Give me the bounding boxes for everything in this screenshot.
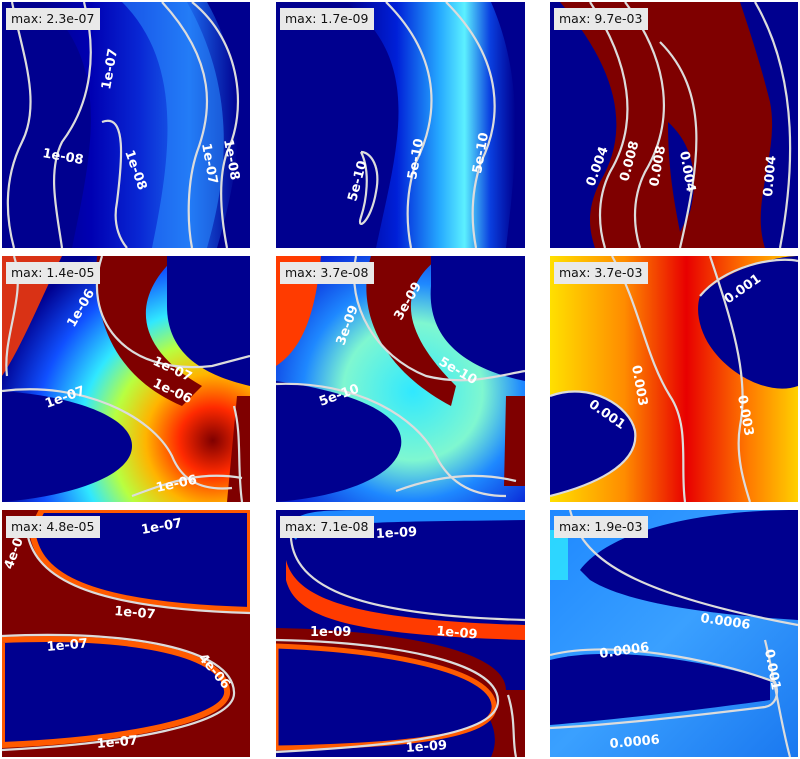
contour-line bbox=[395, 474, 517, 493]
contour-line bbox=[699, 258, 798, 297]
contour-label: 0.0006 bbox=[609, 733, 660, 752]
heatmap-hole bbox=[698, 256, 798, 389]
heatmap-band bbox=[560, 2, 773, 248]
max-value-badge: max: 2.3e-07 bbox=[6, 8, 101, 30]
heatmap-panel-5: 3e-09 3e-09 5e-10 5e-10 max: 3.7e-08 bbox=[276, 256, 525, 502]
heatmap-plot-4: 1e-06 1e-07 1e-06 1e-07 1e-06 bbox=[2, 256, 250, 502]
heatmap-panel-7: 1e-07 4e-06 1e-07 1e-07 4e-06 1e-07 max:… bbox=[2, 510, 250, 757]
max-value-badge: max: 3.7e-08 bbox=[280, 262, 375, 284]
max-value-badge: max: 1.7e-09 bbox=[280, 8, 375, 30]
contour-label: 0.004 bbox=[761, 155, 780, 197]
contour-label: 1e-07 bbox=[46, 636, 89, 655]
heatmap-panel-4: 1e-06 1e-07 1e-06 1e-07 1e-06 max: 1.4e-… bbox=[2, 256, 250, 502]
contour-label: 1e-07 bbox=[99, 47, 121, 90]
contour-label: 1e-09 bbox=[375, 525, 417, 542]
heatmap-hole bbox=[276, 381, 402, 502]
contour-line bbox=[708, 256, 752, 502]
contour-label: 1e-07 bbox=[198, 142, 220, 185]
contour-line bbox=[763, 639, 792, 757]
heatmap-band bbox=[276, 628, 525, 757]
heatmap-panel-8: 1e-09 1e-09 1e-09 1e-09 max: 7.1e-08 bbox=[276, 510, 525, 757]
contour-line bbox=[550, 390, 637, 498]
contour-label: 0.003 bbox=[734, 394, 756, 437]
heatmap-hole bbox=[167, 256, 250, 386]
heatmap-plot-3: 0.004 0.008 0.008 0.004 0.004 bbox=[550, 2, 798, 248]
contour-line bbox=[53, 2, 92, 248]
heatmap-hole bbox=[2, 391, 132, 502]
contour-line bbox=[754, 2, 792, 248]
max-value-badge: max: 9.7e-03 bbox=[554, 8, 649, 30]
heatmap-band bbox=[286, 560, 525, 640]
heatmap-band bbox=[96, 256, 202, 406]
contour-line bbox=[385, 2, 433, 248]
contour-line bbox=[289, 524, 525, 622]
max-value-badge: max: 4.8e-05 bbox=[6, 516, 101, 538]
contour-line bbox=[276, 638, 500, 754]
heatmap-panel-9: 0.0006 0.0006 0.0006 0.001 max: 1.9e-03 bbox=[550, 510, 798, 757]
contour-line bbox=[276, 382, 507, 498]
contour-label: 1e-07 bbox=[96, 733, 139, 752]
heatmap-hole bbox=[668, 122, 694, 232]
contour-line bbox=[589, 2, 629, 248]
heatmap-panel-3: 0.004 0.008 0.008 0.004 0.004 max: 9.7e-… bbox=[550, 2, 798, 248]
contour-line bbox=[2, 633, 236, 752]
contour-line bbox=[2, 388, 233, 490]
contour-line bbox=[6, 2, 32, 248]
heatmap-band bbox=[346, 2, 516, 248]
contour-label: 1e-07 bbox=[140, 516, 183, 538]
contour-line bbox=[358, 150, 379, 225]
heatmap-plot-1: 1e-07 1e-08 1e-08 1e-07 1e-08 bbox=[2, 2, 250, 248]
contour-label: 0.008 bbox=[647, 145, 669, 188]
contour-line bbox=[659, 41, 698, 248]
heatmap-hole bbox=[550, 653, 770, 725]
contour-line bbox=[25, 531, 250, 615]
contour-label: 0.001 bbox=[761, 648, 783, 691]
contour-label: 1e-08 bbox=[220, 138, 242, 181]
heatmap-band bbox=[122, 2, 224, 248]
heatmap-plot-8: 1e-09 1e-09 1e-09 1e-09 bbox=[276, 510, 525, 757]
contour-line bbox=[161, 2, 209, 248]
contour-label: 1e-09 bbox=[436, 624, 479, 643]
contour-label: 1e-08 bbox=[41, 146, 84, 168]
heatmap-plot-5: 3e-09 3e-09 5e-10 5e-10 bbox=[276, 256, 525, 502]
contour-label: 1e-09 bbox=[405, 738, 447, 756]
heatmap-panel-2: 5e-10 5e-10 5e-10 max: 1.7e-09 bbox=[276, 2, 525, 248]
heatmap-plot-2: 5e-10 5e-10 5e-10 bbox=[276, 2, 525, 248]
contour-label: 0.0006 bbox=[699, 611, 751, 633]
contour-line bbox=[445, 2, 496, 248]
heatmap-plot-7: 1e-07 4e-06 1e-07 1e-07 4e-06 1e-07 bbox=[2, 510, 250, 757]
contour-label: 0.003 bbox=[628, 364, 650, 407]
contour-line bbox=[101, 119, 128, 248]
contour-line bbox=[232, 405, 244, 502]
contour-label: 5e-10 bbox=[405, 137, 427, 180]
heatmap-hole bbox=[2, 636, 231, 749]
contour-line bbox=[191, 2, 240, 248]
heatmap-band bbox=[550, 530, 568, 580]
max-value-badge: max: 3.7e-03 bbox=[554, 262, 649, 284]
contour-label: 1e-07 bbox=[114, 604, 157, 623]
contour-label: 5e-10 bbox=[470, 131, 492, 174]
heatmap-panel-1: 1e-07 1e-08 1e-08 1e-07 1e-08 max: 2.3e-… bbox=[2, 2, 250, 248]
heatmap-band bbox=[366, 256, 456, 406]
contour-line bbox=[611, 256, 687, 502]
max-value-badge: max: 1.4e-05 bbox=[6, 262, 101, 284]
contour-line bbox=[131, 474, 243, 498]
max-value-badge: max: 1.9e-03 bbox=[554, 516, 649, 538]
heatmap-hole bbox=[430, 256, 525, 381]
contour-label: 0.004 bbox=[676, 150, 698, 193]
heatmap-band bbox=[504, 396, 525, 486]
heatmap-panel-6: 0.001 0.003 0.001 0.003 max: 3.7e-03 bbox=[550, 256, 798, 502]
heatmap-hole bbox=[550, 391, 636, 496]
contour-label: 1e-09 bbox=[310, 625, 351, 640]
contour-line bbox=[353, 256, 525, 382]
contour-line bbox=[506, 694, 518, 757]
contour-label: 0.0006 bbox=[598, 640, 650, 662]
max-value-badge: max: 7.1e-08 bbox=[280, 516, 375, 538]
contour-line bbox=[624, 2, 665, 248]
heatmap-plot-9: 0.0006 0.0006 0.0006 0.001 bbox=[550, 510, 798, 757]
heatmap-plot-6: 0.001 0.003 0.001 0.003 bbox=[550, 256, 798, 502]
